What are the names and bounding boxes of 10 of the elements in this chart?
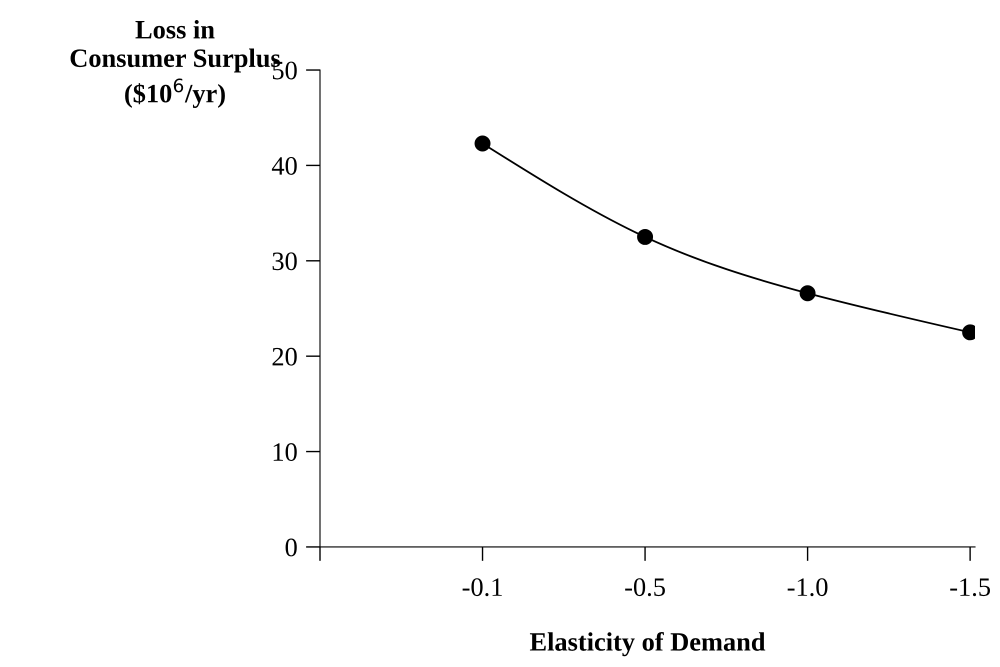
x-tick-label: -0.1 bbox=[462, 578, 502, 596]
y-tick-label: 10 bbox=[274, 443, 297, 461]
y-tick-label: 30 bbox=[272, 252, 297, 270]
y-tick-label: 0 bbox=[286, 538, 297, 556]
x-tick-label: -0.5 bbox=[625, 578, 665, 596]
y-tick-label: 20 bbox=[272, 348, 297, 366]
x-tick-label: -1.0 bbox=[788, 578, 828, 596]
x-axis-title: Elasticity of Demand bbox=[530, 632, 766, 656]
x-tick-label: -1.5 bbox=[950, 578, 990, 596]
y-tick-label: 40 bbox=[272, 157, 297, 175]
